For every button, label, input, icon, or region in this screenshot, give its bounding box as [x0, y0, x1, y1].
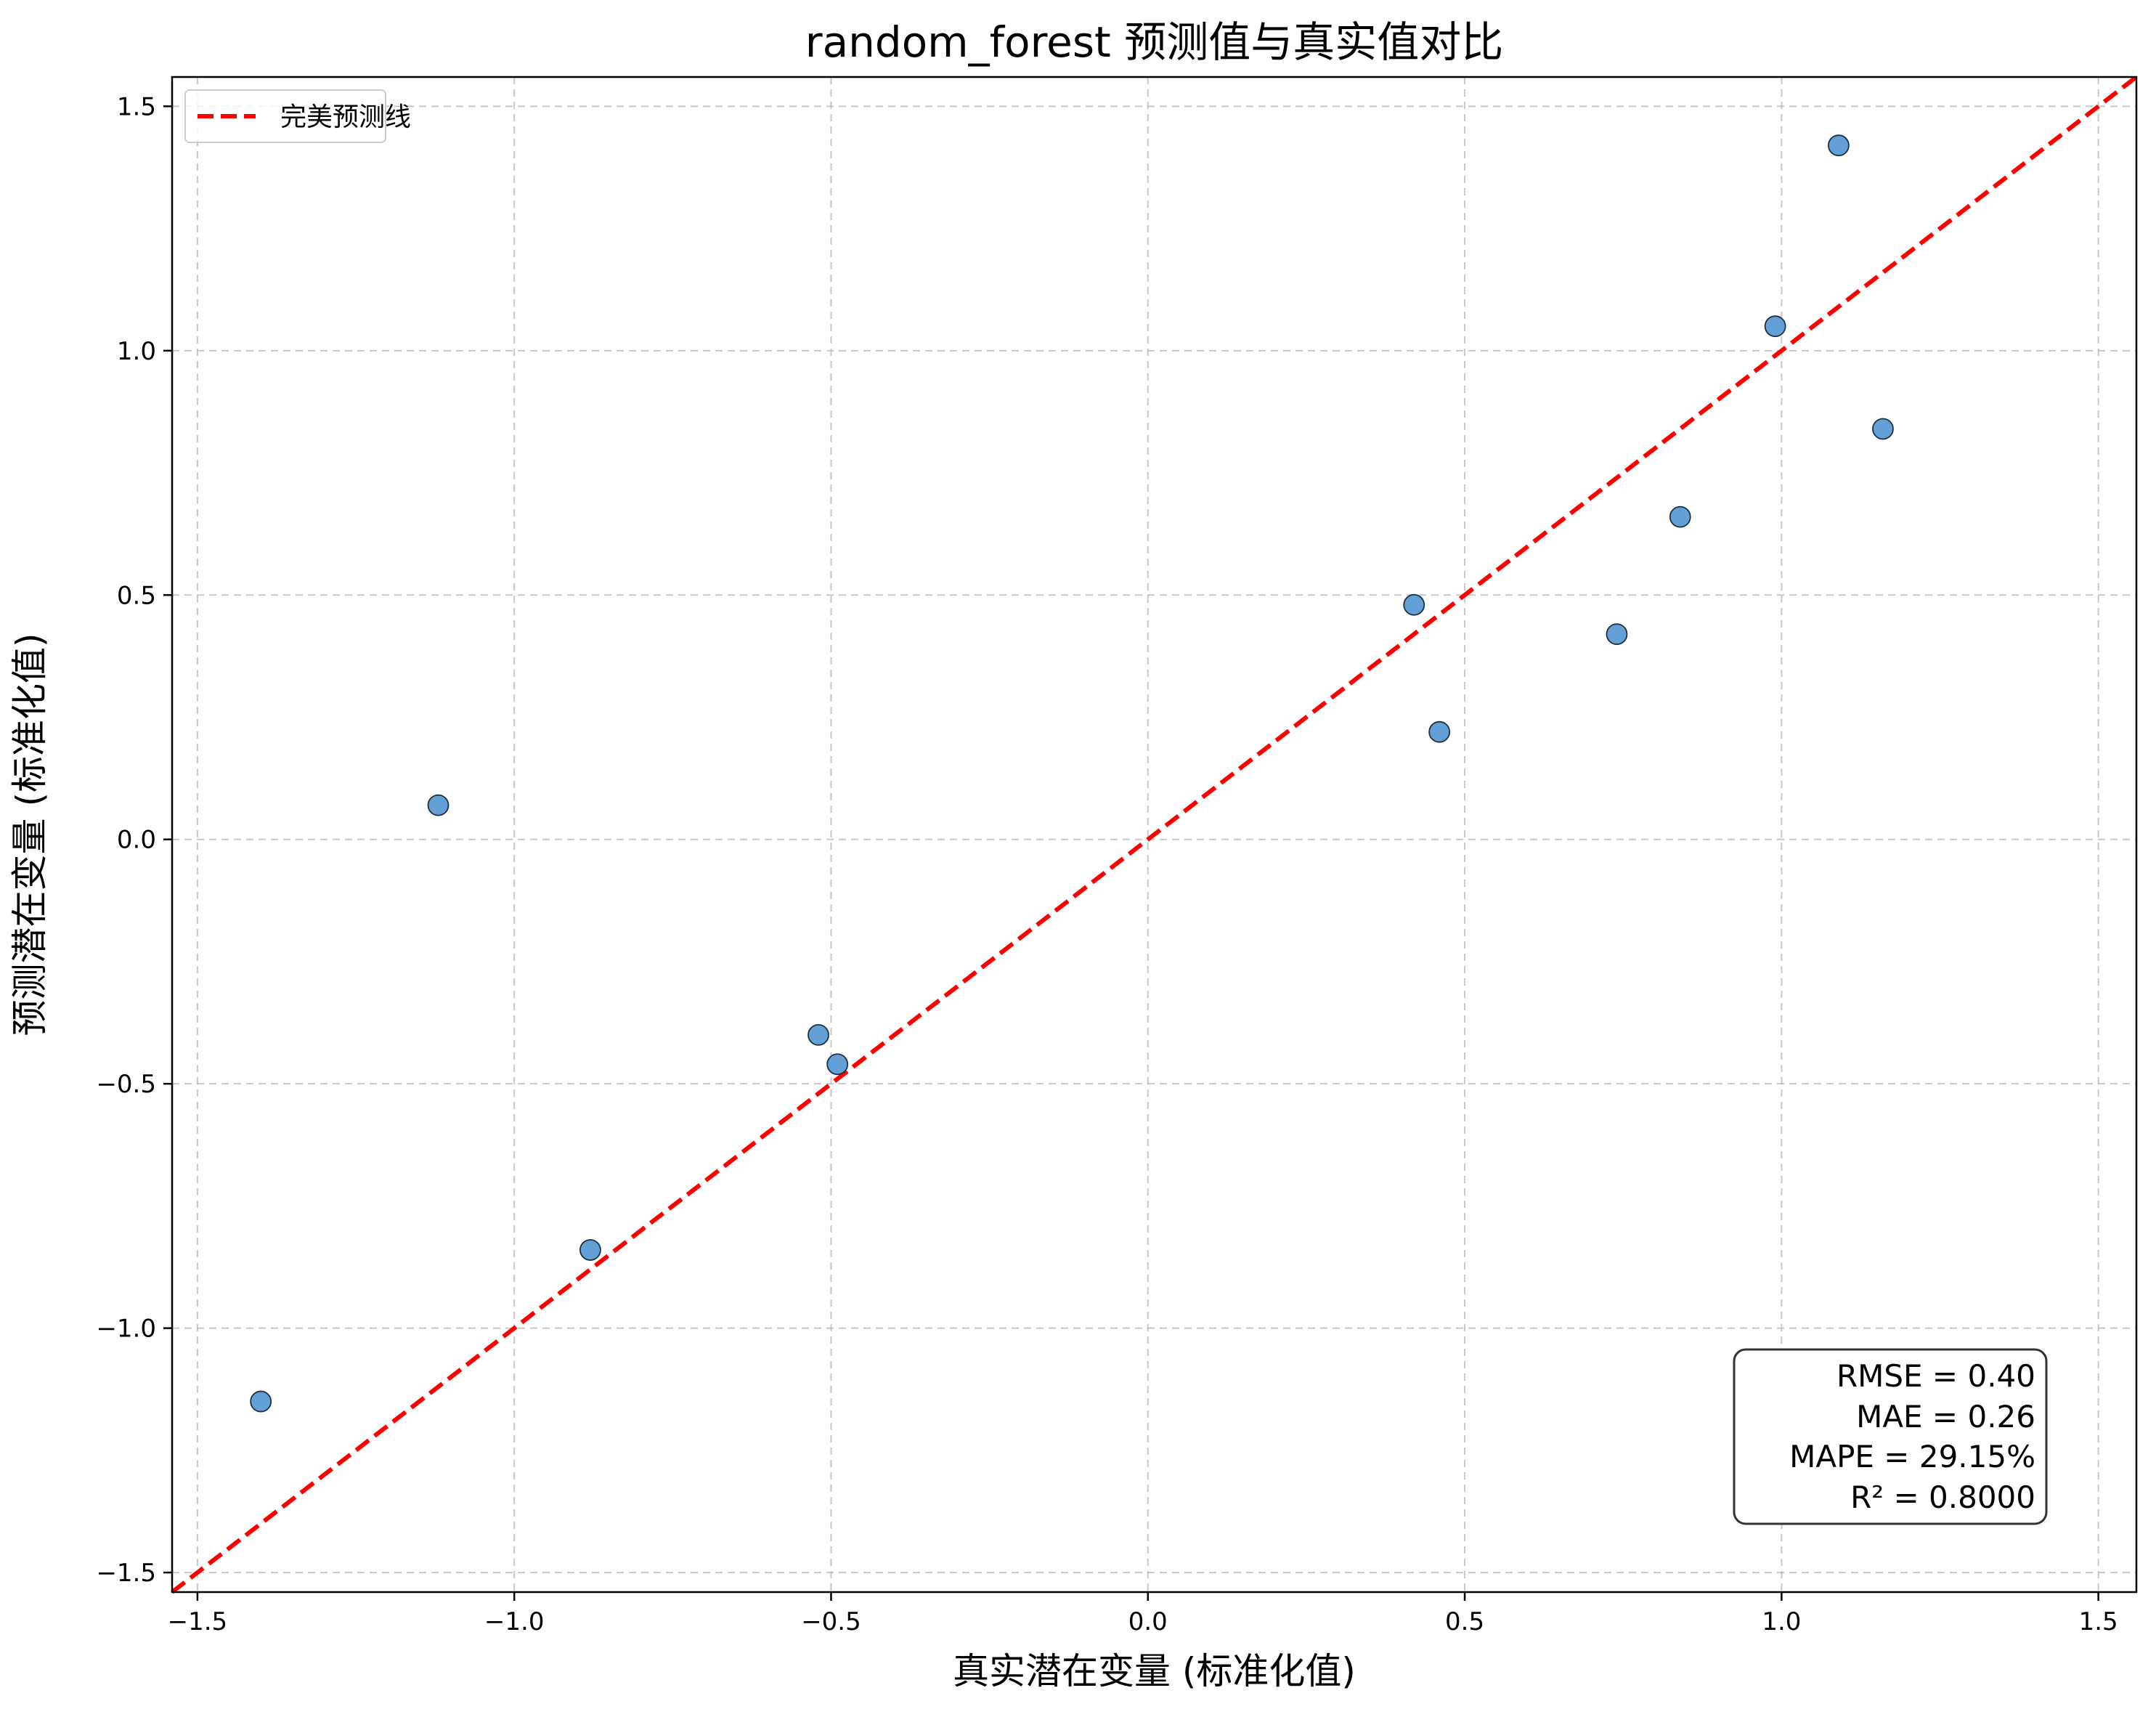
y-tick-label: 0.0 — [117, 826, 156, 855]
scatter-point — [1764, 315, 1786, 338]
metric-mae: MAE = 0.26 — [1856, 1399, 2035, 1434]
y-tick-label: 1.0 — [117, 337, 156, 366]
x-tick-label: 1.0 — [1762, 1607, 1801, 1636]
metric-r2: R² = 0.8000 — [1850, 1479, 2035, 1515]
scatter-point — [427, 794, 449, 816]
metric-rmse: RMSE = 0.40 — [1836, 1358, 2035, 1394]
scatter-point — [1428, 721, 1451, 743]
scatter-point — [1403, 593, 1425, 616]
x-tick-label: −0.5 — [801, 1607, 861, 1636]
x-tick-label: −1.0 — [484, 1607, 545, 1636]
scatter-point — [579, 1239, 601, 1261]
scatter-point — [250, 1390, 272, 1413]
scatter-point — [1606, 623, 1628, 646]
x-axis-label: 真实潜在变量 (标准化值) — [953, 1650, 1356, 1692]
scatter-point — [1827, 134, 1850, 157]
ticks: −1.5 −1.0 −0.5 0.0 0.5 1.0 1.5 −1.5 −1.0 −0.5 0.0 0… — [96, 92, 2118, 1636]
y-tick-label: −1.5 — [96, 1559, 156, 1588]
metrics-box: RMSE = 0.40 MAE = 0.26 MAPE = 29.15% R² … — [1733, 1348, 2048, 1525]
scatter-point — [1872, 418, 1894, 440]
x-tick-label: 0.5 — [1445, 1607, 1484, 1636]
points-layer — [250, 134, 1894, 1413]
legend: 完美预测线 — [184, 89, 411, 143]
scatter-point — [1669, 506, 1691, 528]
grid — [172, 77, 2136, 1592]
y-tick-label: 1.5 — [117, 92, 156, 121]
legend-label: 完美预测线 — [280, 102, 411, 132]
metrics-box-frame — [1733, 1348, 2048, 1525]
y-axis-label: 预测潜在变量 (标准化值) — [9, 633, 51, 1036]
metric-mape: MAPE = 29.15% — [1789, 1439, 2035, 1474]
y-tick-label: −0.5 — [96, 1070, 156, 1099]
chart-title: random_forest 预测值与真实值对比 — [805, 17, 1504, 67]
x-tick-label: −1.5 — [168, 1607, 228, 1636]
y-tick-label: −1.0 — [96, 1315, 156, 1344]
x-tick-label: 1.5 — [2079, 1607, 2118, 1636]
plot-frame — [171, 76, 2138, 1594]
scatter-point — [826, 1053, 849, 1076]
perfect-prediction-line — [171, 75, 2138, 1594]
y-tick-label: 0.5 — [117, 581, 156, 610]
scatter-point — [808, 1023, 829, 1046]
legend-box — [184, 89, 386, 143]
reference-line-layer — [171, 75, 2138, 1594]
x-tick-label: 0.0 — [1128, 1607, 1168, 1636]
